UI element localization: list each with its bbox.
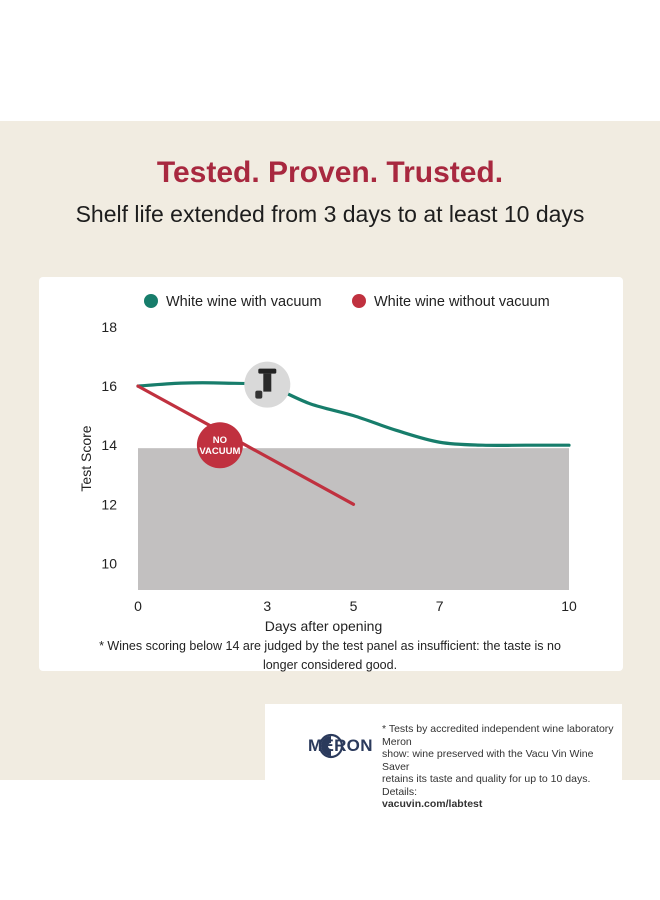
x-axis-title: Days after opening: [265, 618, 383, 634]
wine-saver-stopper: [255, 390, 263, 399]
line-chart: 10 12 14 16 18 0 3 5 7 10 Days after opening Test S…: [78, 294, 577, 634]
subtitle: Shelf life extended from 3 days to at le…: [75, 201, 585, 227]
footnote: * Wines scoring below 14 are judged by t…: [50, 637, 610, 675]
no-vacuum-badge: [196, 422, 243, 469]
y-tick-label: 18: [101, 319, 117, 335]
lab-link[interactable]: vacuvin.com/labtest: [382, 798, 483, 810]
y-tick-label: 10: [101, 555, 117, 571]
y-tick-label: 16: [101, 378, 117, 394]
insufficient-zone: [138, 448, 569, 590]
wine-saver-pump-body: [263, 373, 272, 392]
lab-note-line-1: * Tests by accredited independent wine l…: [382, 723, 614, 748]
footnote-line-2: longer considered good.: [262, 658, 398, 672]
x-tick-label: 5: [350, 598, 358, 614]
lab-note: * Tests by accredited independent wine l…: [382, 723, 618, 811]
legend-marker: [144, 294, 158, 308]
x-tick-label: 10: [561, 598, 577, 614]
meron-logo-text: MERON: [308, 736, 373, 755]
series-line: [136, 384, 356, 506]
lab-note-line-2: show: wine preserved with the Vacu Vin W…: [382, 748, 594, 773]
x-tick-label: 7: [436, 598, 444, 614]
chart-card: 10 12 14 16 18 0 3 5 7 10 Days after opening Test S…: [39, 277, 623, 671]
headline: Tested. Proven. Trusted.: [156, 156, 504, 189]
no-vacuum-label-line2: VACUUM: [199, 446, 240, 457]
x-tick-label: 3: [263, 598, 271, 614]
meron-logo-icon: [318, 733, 344, 759]
x-tick-label: 0: [134, 598, 142, 614]
legend-marker: [352, 294, 366, 308]
wine-saver-pump-icon: [258, 368, 277, 374]
series-line: [136, 381, 571, 448]
y-tick-label: 14: [101, 437, 117, 453]
no-vacuum-label-line1: NO: [213, 435, 227, 446]
legend-label: White wine without vacuum: [374, 294, 550, 310]
footnote-line-1: * Wines scoring below 14 are judged by t…: [99, 639, 561, 653]
lab-note-line-3: retains its taste and quality for up to …: [382, 773, 591, 798]
legend-label: White wine with vacuum: [166, 294, 322, 310]
y-axis-title: Test Score: [78, 425, 94, 491]
y-tick-label: 12: [101, 496, 117, 512]
